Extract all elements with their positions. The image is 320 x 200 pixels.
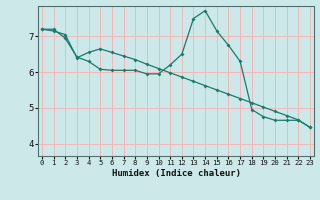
X-axis label: Humidex (Indice chaleur): Humidex (Indice chaleur) <box>111 169 241 178</box>
